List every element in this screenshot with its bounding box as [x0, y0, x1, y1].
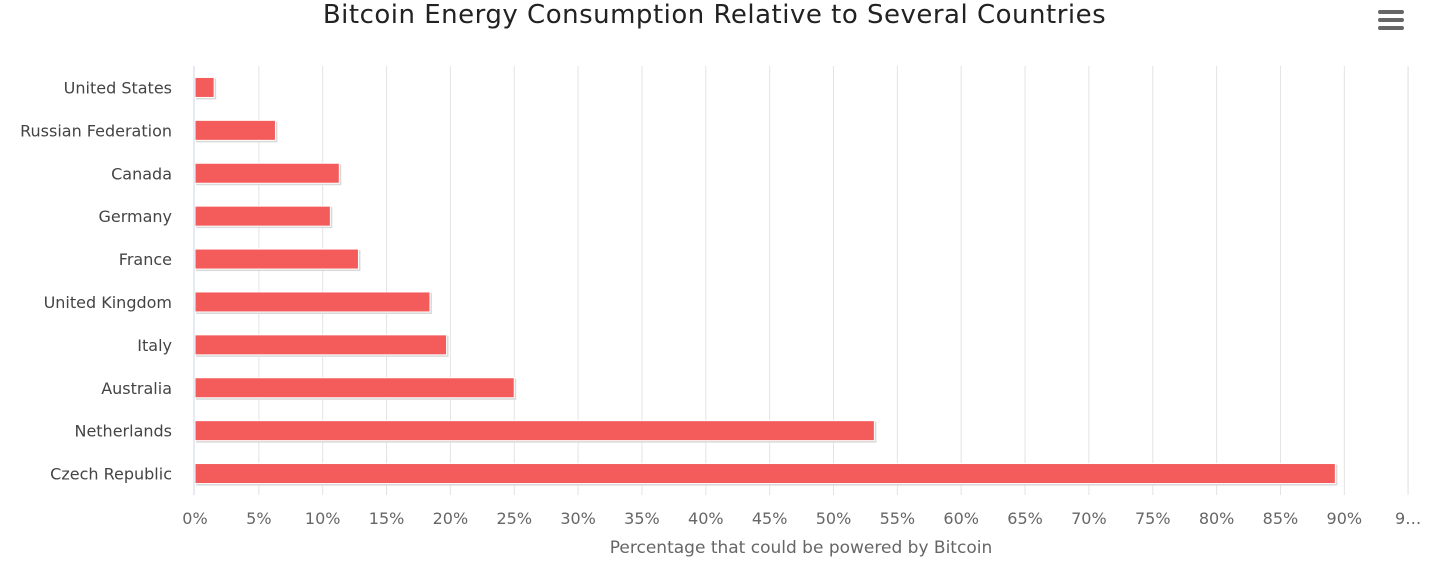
x-tick-label: 30% — [560, 509, 596, 528]
x-tick-label: 70% — [1071, 509, 1107, 528]
x-tick-label: 45% — [752, 509, 788, 528]
x-tick-label: 55% — [880, 509, 916, 528]
category-label: United Kingdom — [44, 293, 172, 312]
x-tick-label: 40% — [688, 509, 724, 528]
x-tick-label: 75% — [1135, 509, 1171, 528]
bar-france[interactable] — [194, 248, 359, 270]
bar-australia[interactable] — [194, 377, 515, 399]
bar-united-states[interactable] — [194, 76, 215, 98]
x-tick-label: 60% — [943, 509, 979, 528]
bar-russian-federation[interactable] — [194, 119, 276, 141]
x-tick-label: 25% — [496, 509, 532, 528]
bar-czech-republic[interactable] — [194, 463, 1336, 485]
x-tick-label: 65% — [1007, 509, 1043, 528]
bar-netherlands[interactable] — [194, 420, 875, 442]
x-tick-label: 9… — [1395, 509, 1421, 528]
category-label: Italy — [137, 336, 172, 355]
category-label: United States — [64, 78, 172, 97]
bar-canada[interactable] — [194, 162, 340, 184]
x-tick-label: 35% — [624, 509, 660, 528]
category-label: Canada — [111, 164, 172, 183]
category-label: Czech Republic — [50, 465, 172, 484]
category-label: Netherlands — [74, 422, 172, 441]
x-tick-label: 85% — [1263, 509, 1299, 528]
x-tick-label: 80% — [1199, 509, 1235, 528]
bar-italy[interactable] — [194, 334, 448, 356]
category-label: Russian Federation — [20, 121, 172, 140]
x-tick-label: 10% — [305, 509, 341, 528]
chart-menu-button[interactable] — [1372, 4, 1410, 36]
x-tick-label: 0% — [182, 509, 207, 528]
x-tick-labels: 0% 5% 10% 15% 20% 25% 30% 35% 40% 45% 50% 55% 60% 65%… — [182, 509, 1421, 528]
x-tick-label: 20% — [433, 509, 469, 528]
bars — [194, 76, 1338, 486]
category-labels: United States Russian Federation Canada Ger… — [20, 78, 172, 483]
category-label: France — [119, 250, 172, 269]
category-label: Australia — [101, 379, 172, 398]
x-tick-label: 15% — [369, 509, 405, 528]
x-tick-label: 5% — [246, 509, 271, 528]
category-label: Germany — [98, 207, 172, 226]
x-tick-label: 90% — [1327, 509, 1363, 528]
x-axis-title: Percentage that could be powered by Bitc… — [610, 538, 992, 558]
x-tick-label: 50% — [816, 509, 852, 528]
chart-title: Bitcoin Energy Consumption Relative to S… — [322, 0, 1107, 30]
bar-united-kingdom[interactable] — [194, 291, 431, 313]
bar-germany[interactable] — [194, 205, 331, 227]
